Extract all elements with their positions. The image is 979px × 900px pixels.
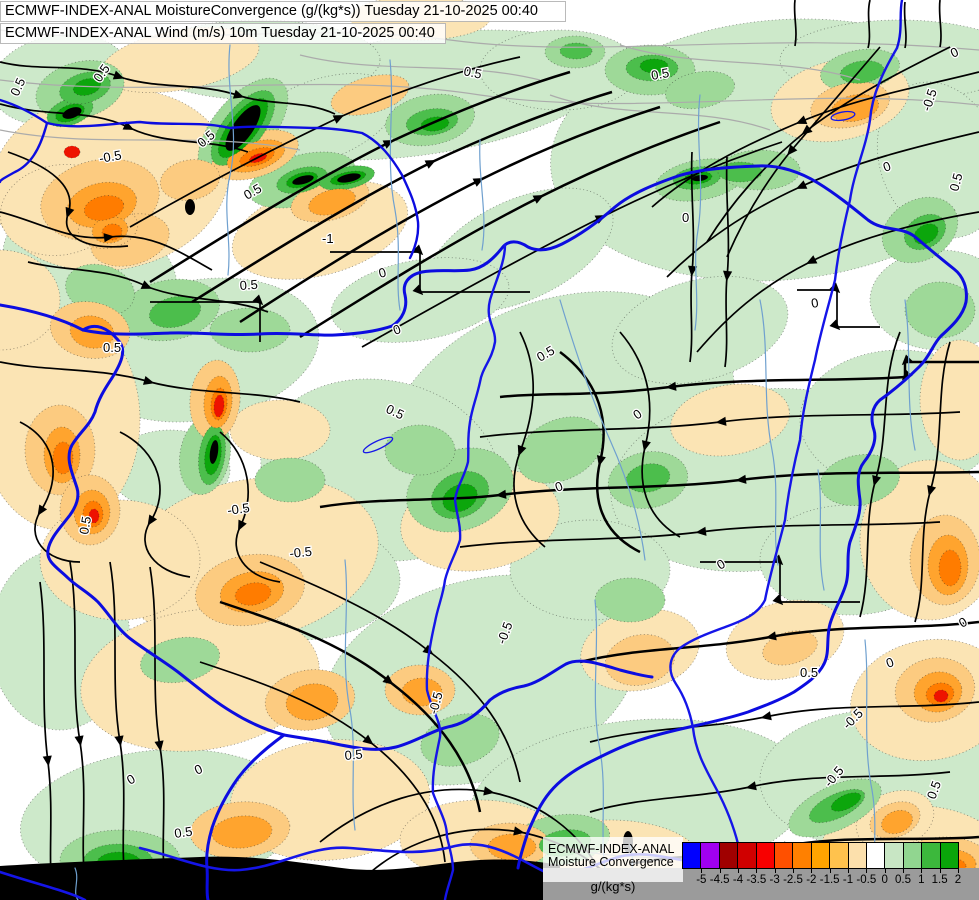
colorbar-cell — [701, 843, 720, 868]
contour-label: -0.5 — [226, 500, 250, 518]
colorbar-tick-label: -4 — [732, 874, 744, 886]
contour-label: 0.5 — [946, 171, 965, 192]
colorbar-tick-label: -5 — [696, 874, 707, 886]
colorbar-cell — [719, 843, 739, 868]
contour-label: 0.5 — [650, 65, 670, 83]
colorbar-cell — [922, 843, 941, 868]
colorbar-tick-label: -2.5 — [783, 874, 803, 886]
colorbar-cell — [848, 843, 868, 868]
legend-parameter: Moisture Convergence — [548, 855, 674, 869]
colorbar-cell — [830, 843, 849, 868]
colorbar-tick — [848, 868, 849, 873]
colorbar-tick-label: -2 — [806, 874, 817, 886]
colorbar-tick — [774, 868, 776, 873]
colorbar-tick-label: 1 — [918, 874, 925, 886]
legend-colorbar — [682, 842, 959, 869]
colorbar-tick — [793, 868, 794, 873]
colorbar-cell — [940, 843, 959, 868]
colorbar-cell — [811, 843, 831, 868]
legend: ECMWF-INDEX-ANAL Moisture Convergence g/… — [543, 837, 979, 900]
colorbar-tick — [866, 868, 868, 873]
contour-label: 0.5 — [924, 779, 944, 801]
colorbar-tick — [921, 868, 923, 873]
colorbar-tick-label: -1 — [842, 874, 854, 886]
colorbar-cell — [683, 843, 702, 868]
colorbar-tick-label: 0 — [881, 874, 888, 886]
contour-label: 0.5 — [103, 340, 121, 355]
colorbar-tick — [701, 868, 703, 873]
colorbar-tick-label: -4.5 — [709, 874, 730, 886]
title-moisture-convergence: ECMWF-INDEX-ANAL MoistureConvergence (g/… — [0, 1, 566, 22]
colorbar-cell — [867, 843, 886, 868]
colorbar-tick-label: 1.5 — [931, 874, 948, 886]
colorbar-tick-label: -0.5 — [856, 874, 877, 886]
contour-label: 0.5 — [800, 665, 818, 680]
colorbar-cell — [885, 843, 904, 868]
colorbar-tick-label: -3 — [769, 874, 780, 886]
colorbar-tick-label: -1.5 — [819, 874, 840, 886]
title-wind: ECMWF-INDEX-ANAL Wind (m/s) 10m Tuesday … — [0, 23, 446, 44]
colorbar-tick — [811, 868, 813, 873]
colorbar-tick — [719, 868, 721, 873]
contour-label: -0.5 — [289, 544, 313, 561]
contour-label: -1 — [322, 231, 334, 246]
colorbar-tick — [884, 868, 886, 873]
contour-label: 0.5 — [76, 515, 94, 535]
contour-label: 0.5 — [173, 824, 193, 841]
colorbar-tick — [939, 868, 941, 873]
colorbar-cell — [756, 843, 776, 868]
contour-value-labels: 0.5 0.50.50.5-0.50.5-0.500.50.50.5-1000.5… — [6, 43, 971, 843]
legend-units: g/(kg*s) — [590, 879, 636, 894]
colorbar-cell — [775, 843, 794, 868]
colorbar-tick — [903, 868, 904, 873]
colorbar-tick — [829, 868, 831, 873]
contour-label: 0.5 — [239, 277, 258, 293]
colorbar-cell — [903, 843, 923, 868]
colorbar-tick-label: 2 — [954, 874, 962, 886]
colorbar-tick-label: 0.5 — [895, 874, 911, 886]
colorbar-tick — [738, 868, 739, 873]
contour-label: 0.5 — [462, 63, 483, 81]
contour-label: -0.5 — [425, 690, 445, 716]
contour-label: 0 — [682, 210, 689, 225]
colorbar-tick-label: -3.5 — [746, 874, 767, 886]
contour-label: 0.5 — [344, 746, 363, 763]
contour-label: -0.5 — [98, 147, 123, 166]
colorbar-cell — [793, 843, 812, 868]
offmap-black-region — [0, 856, 560, 900]
colorbar-tick — [756, 868, 758, 873]
colorbar-cell — [738, 843, 757, 868]
legend-text-block: ECMWF-INDEX-ANAL Moisture Convergence — [543, 837, 683, 882]
legend-model: ECMWF-INDEX-ANAL — [548, 842, 675, 856]
colorbar-tick — [958, 868, 959, 873]
